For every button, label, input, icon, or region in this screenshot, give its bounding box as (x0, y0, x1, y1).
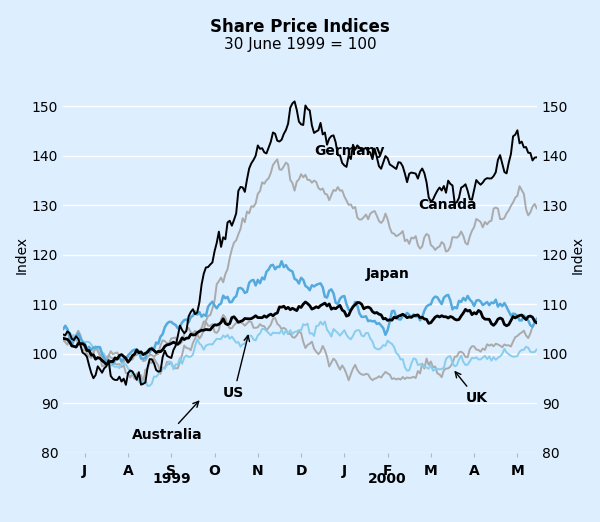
Y-axis label: Index: Index (571, 235, 585, 274)
Text: UK: UK (455, 372, 487, 405)
Text: Canada: Canada (418, 198, 476, 212)
Text: 1999: 1999 (152, 472, 191, 486)
Text: 30 June 1999 = 100: 30 June 1999 = 100 (224, 37, 376, 52)
Text: Australia: Australia (133, 401, 203, 442)
Text: Share Price Indices: Share Price Indices (210, 18, 390, 36)
Text: Germany: Germany (314, 144, 385, 158)
Text: 2000: 2000 (368, 472, 407, 486)
Text: Japan: Japan (366, 267, 410, 281)
Text: US: US (223, 336, 250, 400)
Y-axis label: Index: Index (15, 235, 29, 274)
